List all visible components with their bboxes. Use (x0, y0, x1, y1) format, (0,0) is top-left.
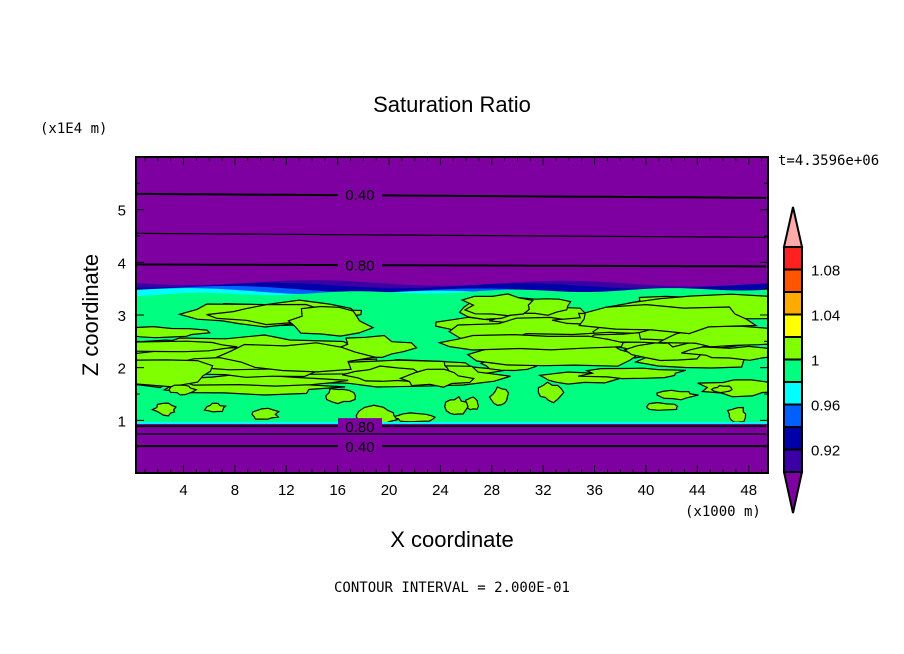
supersaturated-patch (437, 333, 625, 351)
supersaturated-patch (488, 386, 510, 407)
supersaturated-patch (215, 342, 375, 373)
time-label: t=4.3596e+06 (778, 153, 879, 169)
x-tick-label: 20 (381, 482, 398, 499)
supersaturated-patch (325, 387, 357, 405)
colorbar-segment (783, 291, 803, 316)
contour-label-bg (338, 256, 382, 273)
supersaturated-patch (460, 293, 535, 317)
x-tick-label: 8 (231, 482, 239, 499)
colorbar-tick-label: 0.92 (811, 443, 840, 460)
y-tick-label: 2 (118, 361, 126, 378)
supersaturated-patch (658, 325, 768, 348)
colorbar-segment (783, 403, 803, 428)
y-tick-label: 3 (118, 308, 126, 325)
x-tick-label: 24 (432, 482, 449, 499)
supersaturated-patch (168, 384, 198, 396)
plot-area: 0.40 0.80 0.80 0.40 (136, 157, 768, 473)
colorbar: 0.92 0.96 1 1.04 1.08 (782, 206, 840, 514)
contour-label: 0.40 (345, 439, 374, 456)
below-cloud-fill (136, 423, 768, 473)
contour-line (136, 232, 767, 238)
contour-interval-footer: CONTOUR INTERVAL = 2.000E-01 (334, 580, 570, 596)
colorbar-tick-label: 1.04 (811, 308, 840, 325)
y-tick-label: 4 (118, 255, 126, 272)
y-tick-label: 1 (118, 413, 126, 430)
contour-label: 0.80 (345, 257, 374, 274)
contour-label-bg (338, 438, 382, 455)
x-tick-label: 44 (689, 482, 706, 499)
x-unit-label: (x1000 m) (685, 504, 761, 520)
y-axis-label: Z coordinate (78, 254, 103, 376)
x-tick-label: 48 (740, 482, 757, 499)
colorbar-segment (783, 268, 803, 293)
colorbar-tick-label: 1.08 (811, 263, 840, 280)
supersaturated-patch (681, 345, 768, 361)
colorbar-segment (783, 313, 803, 338)
supersaturated-patch (444, 395, 469, 416)
supersaturated-patch (537, 381, 565, 404)
contour-label: 0.80 (345, 419, 374, 436)
supersaturated-patch (646, 401, 679, 411)
colorbar-over-arrow (782, 206, 804, 248)
x-tick-label: 36 (586, 482, 603, 499)
colorbar-segment (783, 448, 803, 473)
colorbar-tick-label: 0.96 (811, 398, 840, 415)
supersaturated-patch (398, 368, 476, 388)
colorbar-segment (783, 358, 803, 383)
colorbar-segment (783, 381, 803, 406)
supersaturated-patch (697, 379, 768, 398)
contour-line (136, 192, 767, 199)
supersaturated-patch (203, 402, 227, 413)
x-tick-label: 16 (329, 482, 346, 499)
colorbar-under-arrow (782, 471, 804, 514)
contour-label-bg (338, 418, 382, 435)
supersaturated-patch (578, 303, 758, 335)
colorbar-tick-label: 1 (811, 353, 819, 370)
x-axis-label: X coordinate (390, 527, 514, 552)
supersaturated-patch (656, 389, 699, 401)
cloud-base-edge (136, 421, 768, 424)
supersaturated-patch (726, 406, 747, 423)
contour-line (136, 263, 766, 268)
y-tick-label: 5 (118, 203, 126, 220)
supersaturated-patch (150, 402, 178, 417)
supersaturated-patch (287, 305, 375, 337)
x-tick-label: 4 (179, 482, 187, 499)
y-unit-label: (x1E4 m) (40, 121, 107, 137)
contour-label: 0.40 (345, 187, 374, 204)
colorbar-segment (783, 246, 803, 271)
supersaturated-patch (136, 340, 238, 353)
supersaturated-patch (136, 359, 214, 388)
supersaturated-patch (136, 325, 211, 339)
x-tick-label: 40 (638, 482, 655, 499)
x-tick-label: 28 (483, 482, 500, 499)
chart-title: Saturation Ratio (373, 92, 531, 117)
supersaturated-patch (577, 367, 687, 380)
x-tick-label: 32 (535, 482, 552, 499)
colorbar-segment (783, 336, 803, 361)
colorbar-segment (783, 426, 803, 451)
contour-label-bg (338, 185, 382, 202)
supersaturated-patch (710, 384, 733, 394)
x-tick-label: 12 (278, 482, 295, 499)
supersaturated-patch (251, 407, 281, 420)
